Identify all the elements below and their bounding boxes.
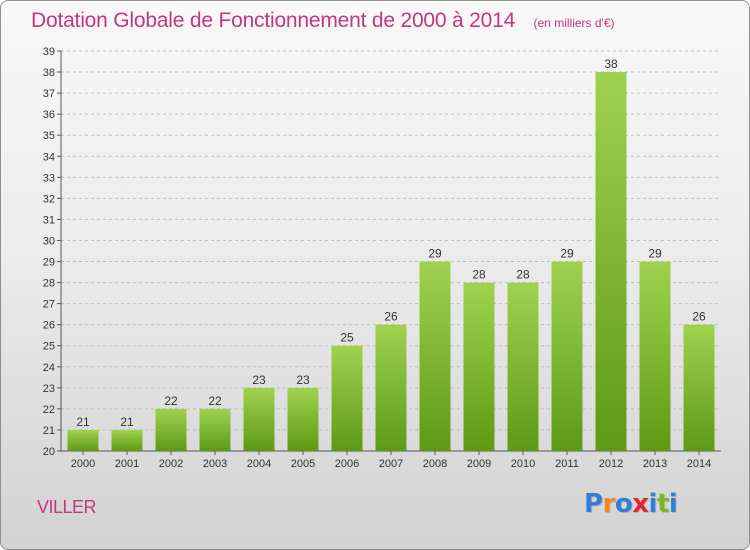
bar [595,72,627,451]
data-label: 29 [560,247,574,261]
y-tick-label: 39 [43,46,55,58]
logo-letter: o [614,489,633,519]
x-tick-label: 2008 [423,458,447,470]
y-tick-label: 25 [43,341,55,353]
bar [111,429,143,451]
y-tick-label: 29 [43,257,55,269]
y-tick-label: 34 [43,151,55,163]
bar [199,408,231,451]
x-tick-label: 2003 [203,458,227,470]
y-tick-label: 32 [43,193,55,205]
y-tick-label: 30 [43,235,55,247]
data-label: 21 [120,415,134,429]
bar [639,261,671,451]
x-tick-label: 2011 [555,458,579,470]
x-tick-label: 2004 [247,458,271,470]
y-tick-label: 24 [43,362,55,374]
bar [463,282,495,451]
y-tick-label: 22 [43,404,55,416]
data-label: 25 [340,331,354,345]
x-tick-label: 2002 [159,458,183,470]
bar [507,282,539,451]
data-label: 28 [472,268,486,282]
title-row: Dotation Globale de Fonctionnement de 20… [31,9,615,33]
bars [67,72,715,451]
logo-letter: t [656,489,669,519]
x-tick-label: 2009 [467,458,491,470]
y-tick-label: 36 [43,109,55,121]
y-tick-label: 35 [43,130,55,142]
logo-letter: i [668,489,678,519]
x-tick-label: 2006 [335,458,359,470]
data-label: 23 [252,373,266,387]
x-tick-label: 2014 [687,458,711,470]
bar [155,408,187,451]
data-label: 23 [296,373,310,387]
y-tick-label: 20 [43,446,55,458]
x-tick-label: 2007 [379,458,403,470]
data-labels: 21 21 22 22 23 23 25 26 29 28 28 29 38 29 26 [76,57,706,429]
data-label: 26 [692,310,706,324]
bar [419,261,451,451]
chart-subtitle: (en milliers d'€) [533,16,615,30]
y-tick-label: 21 [43,425,55,437]
y-tick-label: 38 [43,67,55,79]
data-label: 22 [208,394,222,408]
bar [287,387,319,451]
commune-name: VILLER [37,497,97,517]
bar [67,429,99,451]
chart-title: Dotation Globale de Fonctionnement de 20… [31,9,516,32]
bar [331,345,363,451]
y-tick-label: 28 [43,278,55,290]
x-tick-label: 2010 [511,458,535,470]
x-tick-label: 2001 [115,458,139,470]
y-tick-label: 23 [43,383,55,395]
proxiti-logo: Proxiti [584,489,678,519]
data-label: 29 [648,247,662,261]
logo-letter: r [602,489,616,519]
x-axis: 2000 2001 2002 2003 2004 2005 2006 2007 2008 2009… [71,451,711,470]
data-label: 28 [516,268,530,282]
y-tick-label: 31 [43,214,55,226]
data-label: 26 [384,310,398,324]
data-label: 38 [604,57,618,71]
logo-letter: i [648,489,658,519]
y-tick-label: 26 [43,320,55,332]
x-tick-label: 2013 [643,458,667,470]
logo-letter: x [632,489,649,519]
x-tick-label: 2000 [71,458,95,470]
data-label: 22 [164,394,178,408]
bar [243,387,275,451]
y-tick-label: 27 [43,299,55,311]
bar [551,261,583,451]
logo-letter: P [584,489,603,519]
bar [683,324,715,451]
y-tick-label: 33 [43,172,55,184]
x-tick-label: 2005 [291,458,315,470]
x-tick-label: 2012 [599,458,623,470]
y-tick-label: 37 [43,88,55,100]
bar [375,324,407,451]
data-label: 21 [76,415,90,429]
data-label: 29 [428,247,442,261]
